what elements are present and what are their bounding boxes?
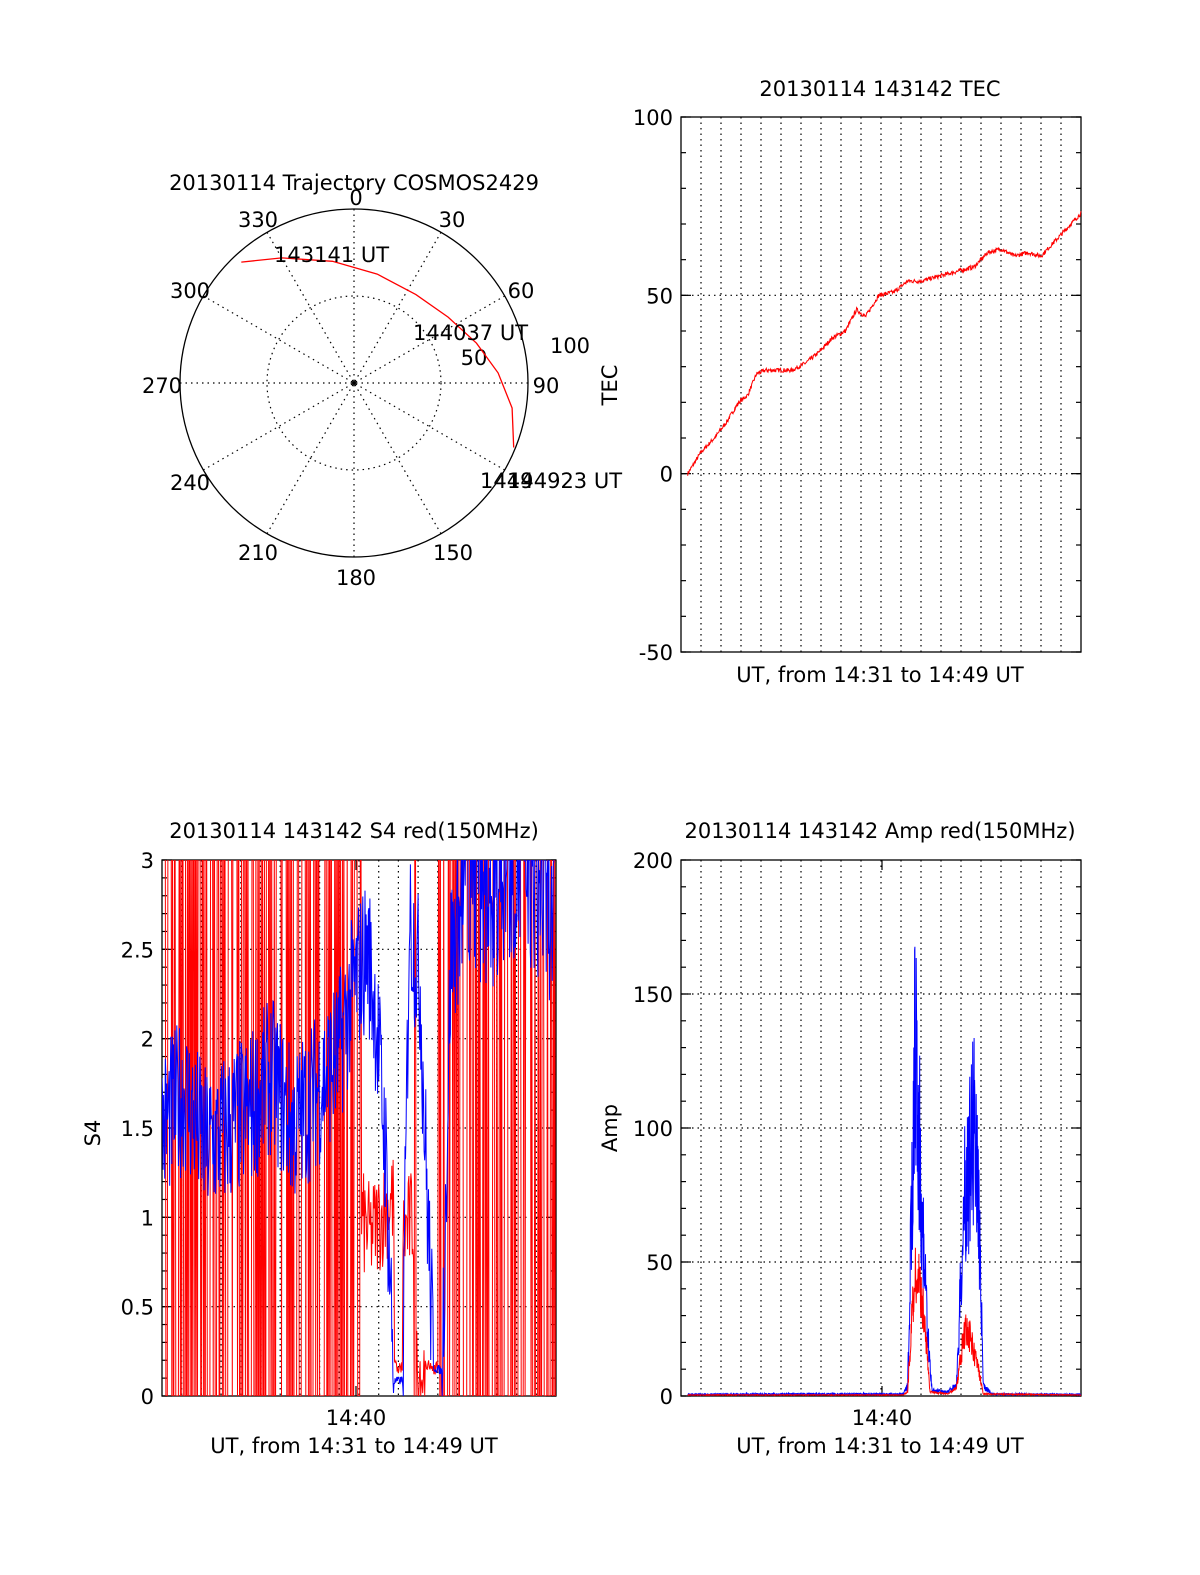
amp-plot-frame xyxy=(680,859,1082,1397)
tec-chart: 20130114 143142 TEC 100 50 0 -50 UT, from 1… xyxy=(598,77,1082,687)
tec-series-line xyxy=(687,211,1082,476)
s4-ytick-label-2: 2 xyxy=(141,1028,154,1052)
trajectory-start-label: 143141 UT xyxy=(274,243,389,267)
polar-radius-label-100: 100 xyxy=(550,334,590,358)
polar-center-dot xyxy=(352,381,356,385)
polar-angle-label-210: 210 xyxy=(238,541,278,565)
polar-title: 20130114 Trajectory COSMOS2429 xyxy=(169,171,539,195)
amp-ytick-label-100: 100 xyxy=(633,1117,673,1141)
s4-ytick-label-1.5: 1.5 xyxy=(121,1117,154,1141)
amp-ytick-label-200: 200 xyxy=(633,849,673,873)
amp-x-tick-label: 14:40 xyxy=(852,1406,913,1430)
amp-ytick-label-0: 0 xyxy=(660,1385,673,1409)
trajectory-end-label-a: 1449 xyxy=(480,469,533,493)
polar-angle-labels: 0 30 60 90 150 180 210 240 270 300 330 100 50 xyxy=(142,186,590,590)
polar-angle-label-60: 60 xyxy=(508,279,535,303)
amp-y-axis-label: Amp xyxy=(598,1104,622,1152)
s4-ytick-label-0.5: 0.5 xyxy=(121,1296,154,1320)
tec-plot-frame xyxy=(680,116,1082,653)
amp-chart: 20130114 143142 Amp red(150MHz) 200 150 10… xyxy=(598,819,1082,1458)
s4-blue-series xyxy=(162,860,555,1396)
tec-grid xyxy=(680,116,1082,653)
s4-y-tick-labels: 3 2.5 2 1.5 1 0.5 0 xyxy=(121,849,154,1409)
polar-angle-label-240: 240 xyxy=(170,471,210,495)
s4-ytick-label-3: 3 xyxy=(141,849,154,873)
polar-angle-label-0: 0 xyxy=(349,186,362,210)
amp-ytick-label-50: 50 xyxy=(646,1251,673,1275)
tec-ytick-label-50: 50 xyxy=(646,284,673,308)
tec-x-axis-label: UT, from 14:31 to 14:49 UT xyxy=(736,663,1024,687)
s4-ytick-label-0: 0 xyxy=(141,1385,154,1409)
trajectory-line xyxy=(241,257,515,448)
polar-angle-label-270: 270 xyxy=(142,374,182,398)
tec-y-axis-label: TEC xyxy=(598,365,622,407)
tec-ytick-label-100: 100 xyxy=(633,106,673,130)
tec-ytick-label--50: -50 xyxy=(639,641,673,665)
s4-x-tick-label: 14:40 xyxy=(326,1406,387,1430)
polar-angle-label-180: 180 xyxy=(336,566,376,590)
amp-x-axis-label: UT, from 14:31 to 14:49 UT xyxy=(736,1434,1024,1458)
s4-x-axis-label: UT, from 14:31 to 14:49 UT xyxy=(210,1434,498,1458)
tec-y-tick-labels: 100 50 0 -50 xyxy=(633,106,673,665)
s4-title: 20130114 143142 S4 red(150MHz) xyxy=(169,819,539,843)
amp-title: 20130114 143142 Amp red(150MHz) xyxy=(684,819,1075,843)
amp-ytick-label-150: 150 xyxy=(633,983,673,1007)
polar-radius-label-50: 50 xyxy=(461,346,488,370)
trajectory-track xyxy=(241,257,515,448)
s4-ytick-label-2.5: 2.5 xyxy=(121,938,154,962)
s4-ytick-label-1: 1 xyxy=(141,1206,154,1230)
polar-angle-label-30: 30 xyxy=(439,208,466,232)
trajectory-polar-chart: 20130114 Trajectory COSMOS2429 0 30 60 90 15… xyxy=(142,171,622,590)
s4-y-axis-label: S4 xyxy=(81,1120,105,1147)
amp-y-tick-labels: 200 150 100 50 0 xyxy=(633,849,673,1409)
trajectory-mid-label: 144037 UT xyxy=(413,321,528,345)
polar-angle-label-90: 90 xyxy=(533,374,560,398)
polar-grid xyxy=(179,208,529,558)
polar-angle-label-330: 330 xyxy=(238,208,278,232)
amp-red-series xyxy=(687,1247,1082,1397)
amp-blue-series xyxy=(687,946,1082,1397)
amp-grid xyxy=(680,859,1082,1397)
polar-inner-ring xyxy=(266,295,442,471)
polar-angle-label-150: 150 xyxy=(433,541,473,565)
s4-chart: 20130114 143142 S4 red(150MHz) 3 2.5 2 1.5 1… xyxy=(81,819,557,1458)
tec-ytick-label-0: 0 xyxy=(660,463,673,487)
polar-angle-label-300: 300 xyxy=(170,279,210,303)
tec-title: 20130114 143142 TEC xyxy=(759,77,1000,101)
trajectory-end-label-b: 144923 UT xyxy=(507,469,622,493)
s4-series xyxy=(162,860,556,1396)
tec-series xyxy=(687,211,1082,476)
amp-series xyxy=(687,946,1082,1397)
